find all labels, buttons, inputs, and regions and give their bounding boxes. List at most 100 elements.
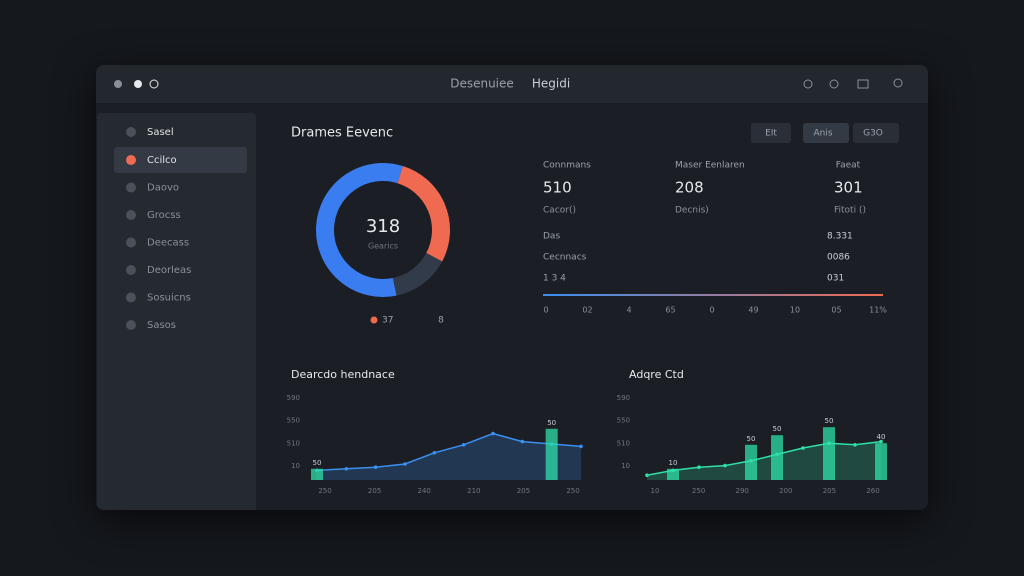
point bbox=[520, 439, 525, 444]
point bbox=[723, 463, 727, 468]
y-tick-label: 550 bbox=[617, 417, 630, 425]
y-tick-label: 590 bbox=[287, 394, 300, 402]
x-tick-label: 210 bbox=[467, 487, 480, 495]
point bbox=[432, 451, 437, 455]
item-icon bbox=[126, 292, 136, 303]
icon[interactable] bbox=[829, 79, 839, 89]
x-tick-label: 205 bbox=[517, 487, 530, 495]
item-icon bbox=[126, 210, 136, 220]
y-tick-label: 590 bbox=[617, 394, 630, 402]
sidebar-item[interactable]: Deecass bbox=[147, 238, 189, 249]
stat-sub: Cacor() bbox=[543, 206, 576, 216]
sidebar-item[interactable]: Sosuicns bbox=[147, 293, 191, 304]
x-tick-label: 250 bbox=[318, 487, 331, 495]
x-tick-label: 200 bbox=[779, 487, 792, 495]
item-icon bbox=[126, 237, 136, 248]
row-value: 0086 bbox=[827, 253, 850, 263]
bar-label: 50 bbox=[825, 417, 834, 425]
point bbox=[344, 467, 349, 471]
bar bbox=[311, 468, 323, 480]
bar bbox=[771, 435, 783, 480]
dot bbox=[114, 80, 122, 88]
axis-label: 02 bbox=[582, 306, 592, 315]
window-subtitle: Hegidi bbox=[532, 77, 570, 91]
stat-label: Maser Eenlaren bbox=[675, 161, 745, 171]
sidebar bbox=[97, 113, 256, 510]
bar bbox=[823, 427, 835, 480]
point bbox=[461, 443, 466, 447]
bar bbox=[745, 444, 757, 480]
x-tick-label: 250 bbox=[692, 487, 705, 495]
axis-label: 4 bbox=[626, 306, 631, 315]
line bbox=[316, 432, 582, 472]
stat-value: 301 bbox=[834, 179, 863, 197]
legend-label: 8 bbox=[438, 316, 444, 326]
sidebar-item[interactable]: Daovo bbox=[147, 183, 179, 194]
point bbox=[697, 465, 701, 470]
x-tick-label: 10 bbox=[651, 487, 660, 495]
sidebar-item[interactable]: Ccilco bbox=[147, 155, 177, 166]
x-tick-label: 240 bbox=[418, 487, 431, 495]
point bbox=[403, 462, 407, 466]
axis-label: 10 bbox=[790, 306, 800, 315]
sidebar-item[interactable]: Sasos bbox=[147, 320, 176, 331]
bar bbox=[545, 428, 558, 480]
y-tick-label: 550 bbox=[287, 417, 300, 425]
y-tick-label: 510 bbox=[287, 439, 300, 447]
button[interactable] bbox=[751, 123, 791, 143]
bar bbox=[875, 443, 887, 480]
x-tick-label: 260 bbox=[866, 487, 879, 495]
donut-value: 318 bbox=[366, 216, 400, 237]
area bbox=[647, 441, 881, 480]
x-tick-label: 205 bbox=[368, 487, 381, 495]
button[interactable] bbox=[803, 123, 849, 143]
progress bbox=[543, 294, 883, 296]
panel-title: Drames Eevenc bbox=[291, 126, 393, 141]
button-label[interactable]: G3O bbox=[863, 129, 883, 139]
item-icon bbox=[126, 320, 136, 330]
x-tick-label: 290 bbox=[736, 487, 749, 495]
axis-label: 0 bbox=[709, 306, 714, 315]
point bbox=[579, 444, 583, 449]
donut-segment bbox=[392, 252, 443, 296]
legend-dot bbox=[370, 316, 378, 324]
axis-label: 0 bbox=[543, 306, 548, 315]
dot bbox=[149, 79, 159, 89]
point bbox=[373, 465, 378, 470]
y-tick-label: 10 bbox=[621, 462, 630, 470]
stat-value: 510 bbox=[543, 179, 572, 197]
donut-segment bbox=[397, 165, 450, 262]
button[interactable] bbox=[853, 123, 899, 143]
stat-sub: Fitoti () bbox=[834, 206, 866, 216]
icon[interactable] bbox=[857, 79, 869, 89]
donut-segment bbox=[316, 163, 403, 297]
axis-label: 11% bbox=[869, 306, 887, 315]
x-tick-label: 205 bbox=[823, 487, 836, 495]
stat-sub: Decnis) bbox=[675, 206, 709, 216]
y-tick-label: 510 bbox=[617, 439, 630, 447]
sidebar-item[interactable]: Deorleas bbox=[147, 265, 191, 276]
title-bar bbox=[96, 65, 928, 103]
chart-title: Dearcdo hendnace bbox=[291, 368, 395, 381]
icon[interactable] bbox=[893, 78, 903, 88]
y-tick-label: 10 bbox=[291, 462, 300, 470]
icon[interactable] bbox=[803, 79, 813, 89]
button-label[interactable]: EIt bbox=[765, 129, 777, 139]
axis-label: 49 bbox=[748, 306, 758, 315]
point bbox=[879, 439, 883, 444]
row-label: Cecnnacs bbox=[543, 253, 587, 263]
button-label[interactable]: Anis bbox=[813, 129, 832, 139]
sidebar-item[interactable]: Sasel bbox=[147, 127, 174, 138]
bar-label: 50 bbox=[547, 419, 556, 427]
axis-label: 05 bbox=[831, 306, 841, 315]
point bbox=[645, 473, 649, 478]
bar-label: 10 bbox=[669, 459, 678, 467]
point bbox=[853, 443, 857, 447]
sidebar-item[interactable]: Grocss bbox=[147, 210, 181, 221]
axis-label: 65 bbox=[665, 306, 675, 315]
bar-label: 50 bbox=[313, 459, 322, 467]
x-tick-label: 250 bbox=[566, 487, 579, 495]
item-icon bbox=[126, 182, 136, 193]
